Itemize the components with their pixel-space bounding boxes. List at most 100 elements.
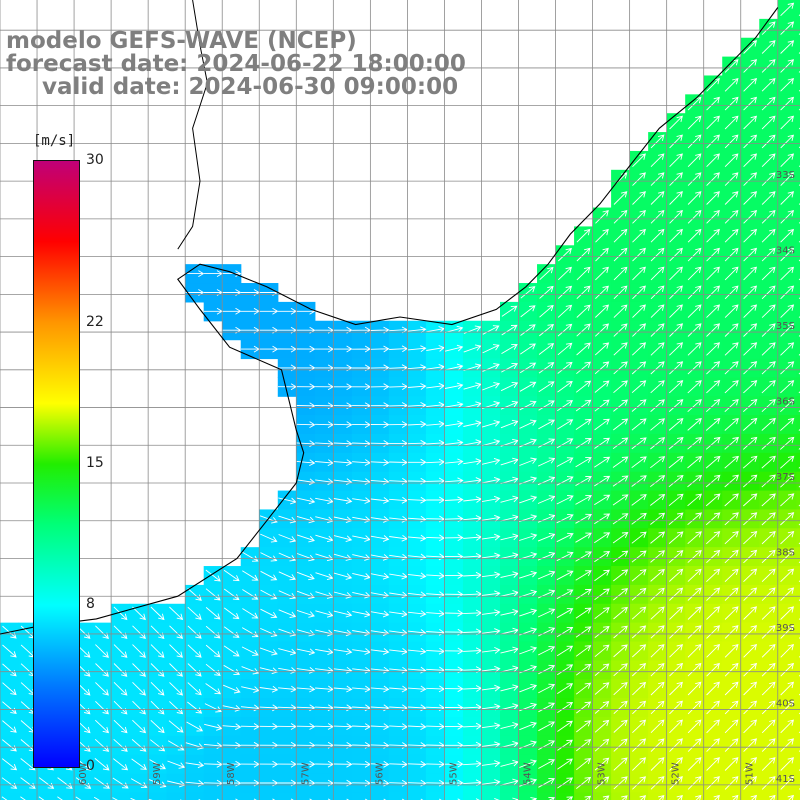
wind-arrow	[724, 323, 739, 337]
wind-arrow	[481, 590, 501, 598]
wind-arrow	[761, 40, 776, 54]
wind-arrow	[370, 497, 390, 504]
wind-arrow	[743, 380, 758, 394]
wind-arrow	[296, 760, 316, 768]
wind-arrow	[556, 570, 574, 581]
wind-arrow	[241, 627, 259, 638]
wind-arrow	[594, 380, 610, 393]
wind-arrow	[631, 512, 647, 525]
wind-cell	[388, 792, 409, 800]
wind-cell	[796, 132, 800, 152]
wind-arrow	[687, 700, 702, 715]
wind-arrow	[594, 607, 610, 620]
wind-arrow	[538, 343, 555, 355]
wind-arrow	[750, 794, 758, 800]
wind-arrow	[113, 758, 129, 771]
wind-cell	[796, 358, 800, 378]
wind-arrow	[333, 478, 353, 486]
wind-arrow	[575, 457, 592, 468]
wind-arrow	[500, 514, 519, 522]
wind-arrow	[650, 228, 665, 243]
wind-arrow	[769, 794, 776, 800]
wind-cell	[518, 320, 538, 341]
wind-arrow	[537, 608, 556, 618]
wind-arrow	[632, 172, 646, 186]
wind-cell	[611, 433, 631, 454]
wind-arrow	[370, 421, 390, 428]
wind-arrow	[557, 323, 573, 337]
wind-arrow	[407, 704, 427, 712]
wind-arrow	[706, 285, 721, 300]
latitude-label: 36S	[776, 397, 795, 408]
wind-arrow	[463, 420, 482, 427]
wind-arrow	[761, 662, 776, 677]
longitude-label: 55W	[448, 762, 459, 785]
wind-arrow	[407, 723, 427, 730]
wind-arrow	[594, 682, 610, 695]
wind-cell	[537, 339, 557, 360]
wind-arrow	[780, 757, 795, 771]
wind-arrow	[761, 228, 776, 243]
wind-arrow	[594, 569, 610, 582]
wind-arrow	[223, 607, 240, 620]
wind-arrow	[743, 153, 758, 168]
border-line	[177, 0, 208, 250]
wind-arrow	[481, 476, 501, 484]
wind-arrow	[650, 700, 665, 715]
wind-arrow	[333, 497, 353, 505]
wind-arrow	[742, 455, 758, 469]
wind-arrow	[650, 380, 665, 394]
wind-arrow	[185, 270, 205, 277]
wind-arrow	[669, 681, 683, 696]
wind-cell	[796, 773, 800, 794]
wind-arrow	[370, 704, 390, 712]
wind-arrow	[613, 361, 628, 375]
wind-arrow	[613, 644, 628, 658]
wind-arrow	[650, 550, 665, 563]
wind-arrow	[743, 266, 758, 281]
wind-arrow	[687, 474, 703, 488]
wind-arrow	[370, 648, 390, 655]
wind-arrow	[761, 681, 776, 696]
wind-arrow	[650, 662, 665, 677]
wind-arrow	[132, 700, 146, 715]
wind-arrow	[761, 59, 776, 73]
wind-arrow	[669, 738, 683, 752]
wind-arrow	[296, 421, 316, 428]
wind-arrow	[631, 587, 647, 601]
wind-arrow	[500, 571, 519, 578]
wind-arrow	[482, 382, 501, 391]
wind-arrow	[687, 323, 702, 337]
longitude-label: 51W	[745, 762, 756, 785]
wind-arrow	[687, 380, 702, 394]
wind-arrow	[706, 266, 720, 281]
wind-arrow	[223, 569, 240, 582]
wind-arrow	[278, 648, 297, 656]
wind-arrow	[780, 266, 795, 281]
wind-arrow	[500, 590, 519, 597]
wind-cell	[759, 207, 779, 228]
wind-arrow	[687, 776, 702, 790]
wind-arrow	[556, 608, 574, 619]
wind-arrow	[780, 662, 795, 677]
wind-arrow	[705, 436, 721, 450]
wind-arrow	[613, 399, 628, 412]
latitude-label: 39S	[776, 623, 795, 634]
wind-cell	[777, 75, 797, 95]
wind-arrow	[556, 532, 574, 543]
wind-arrow	[296, 459, 316, 467]
wind-arrow	[500, 665, 519, 673]
wind-arrow	[2, 644, 17, 658]
wind-arrow	[519, 570, 538, 579]
wind-arrow	[242, 570, 259, 581]
wind-arrow	[743, 776, 758, 790]
wind-arrow	[724, 153, 739, 168]
wind-arrow	[761, 77, 776, 92]
wind-arrow	[743, 209, 758, 224]
wind-cell	[18, 792, 38, 800]
wind-arrow	[444, 439, 464, 447]
wind-cell	[796, 377, 800, 397]
wind-arrow	[687, 266, 702, 281]
wind-arrow	[519, 495, 538, 504]
wind-arrow	[669, 247, 683, 262]
